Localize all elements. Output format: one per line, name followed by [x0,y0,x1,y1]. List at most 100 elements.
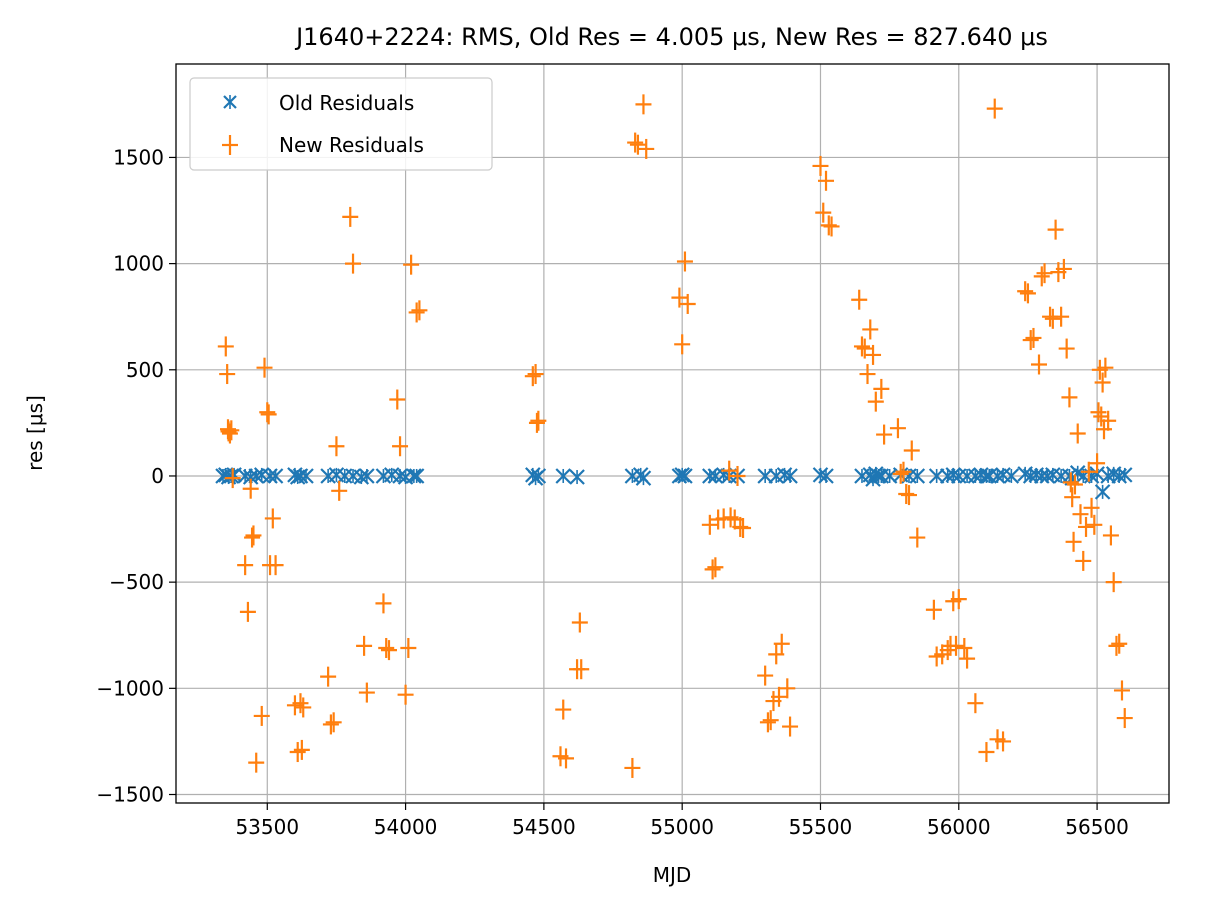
new-residual-point [624,757,641,778]
new-residual-point [779,678,796,699]
new-residual-point [1025,327,1042,348]
new-residual-point [403,254,420,275]
new-residual-point [1047,219,1064,240]
new-residual-point [358,682,375,703]
new-residual-point [900,485,917,506]
legend-old-label: Old Residuals [279,91,414,115]
new-residual-point [524,366,541,387]
legend-new-plus-icon [222,135,238,155]
old-residual-point [635,470,652,486]
new-residual-point [573,659,590,680]
new-residual-point [400,637,417,658]
new-residual-point [237,555,254,576]
legend-old-marker [223,95,237,109]
y-axis-label: res [μs] [23,395,47,471]
x-tick-label: 56500 [1065,815,1129,839]
new-residual-point [1066,474,1083,495]
new-residual-point [1065,531,1082,552]
legend-new-marker [222,135,238,155]
new-residual-point [320,666,337,687]
new-residual-point [1061,387,1078,408]
new-residual-point [260,404,277,425]
new-residual-point [322,714,339,735]
legend-box [189,77,493,171]
new-residual-point [986,98,1003,119]
legend-new-label: New Residuals [279,133,424,157]
new-residual-point [331,480,348,501]
new-residual-point [1019,283,1036,304]
old-residual-point [757,468,773,484]
new-residual-point [773,633,790,654]
new-residual-point [530,410,547,431]
new-residual-point [1086,514,1103,535]
new-residual-point [1062,472,1079,493]
new-residual-point [909,527,926,548]
new-residual-point [293,739,310,760]
new-residual-point [818,170,835,191]
new-residual-point [392,436,409,457]
new-residual-point [903,440,920,461]
new-residual-point [679,293,696,314]
new-residual-point [967,693,984,714]
new-residual-point [1105,572,1122,593]
new-residual-point [895,461,912,482]
new-residual-point [1053,306,1070,327]
new-residual-point [1095,419,1112,440]
new-residual-point [892,463,909,484]
new-residual-point [1102,525,1119,546]
grid-lines [176,64,1169,803]
new-residual-point [978,742,995,763]
new-residual-point [948,635,965,656]
new-residual-point [219,364,236,385]
old-residual-point [870,468,887,484]
old-residual-point [1094,484,1111,500]
new-residual-point [638,138,655,159]
y-tick-label: 0 [151,464,164,488]
y-tick-label: 1000 [113,252,164,276]
new-residual-point [1113,680,1130,701]
y-tick-label: −1500 [96,783,164,807]
new-residual-point [1108,635,1125,656]
new-residual-point [555,699,572,720]
new-residual-point [707,557,724,578]
y-tick-label: −1000 [96,676,164,700]
new-residual-point [812,155,829,176]
old-residual-point [928,468,945,484]
new-residual-point [239,601,256,622]
new-residual-point [676,251,693,272]
old-residual-point [267,468,284,484]
new-residual-point [408,302,425,323]
new-residual-point [862,319,879,340]
new-residual-point [292,693,309,714]
new-residual-point [558,748,575,769]
new-residual-point [1072,504,1089,525]
old-residual-point [408,468,425,484]
new-residual-point [925,599,942,620]
new-residual-point [289,742,306,763]
new-residual-point [1097,357,1114,378]
new-residual-point [1044,308,1061,329]
new-residual-point [527,364,544,385]
new-residual-point [873,378,890,399]
x-tick-label: 54000 [374,815,438,839]
new-residual-point [267,555,284,576]
new-residual-point [397,684,414,705]
x-tick-label: 54500 [512,815,576,839]
new-residual-point [856,338,873,359]
old-residual-point [555,468,572,484]
old-residual-point [1003,468,1020,484]
new-residual-point [1017,281,1034,302]
new-residual-point [1055,258,1072,279]
old-residual-point [1116,467,1133,483]
new-residual-point [1083,497,1100,518]
new-residual-point [770,686,787,707]
new-residual-point [1094,372,1111,393]
new-residual-point [704,559,721,580]
new-residual-point [1078,516,1095,537]
old-residual-point [909,468,926,484]
new-residual-point [959,648,976,669]
new-residual-point [1036,263,1053,284]
new-residual-point [244,527,261,548]
x-tick-label: 53500 [235,815,299,839]
